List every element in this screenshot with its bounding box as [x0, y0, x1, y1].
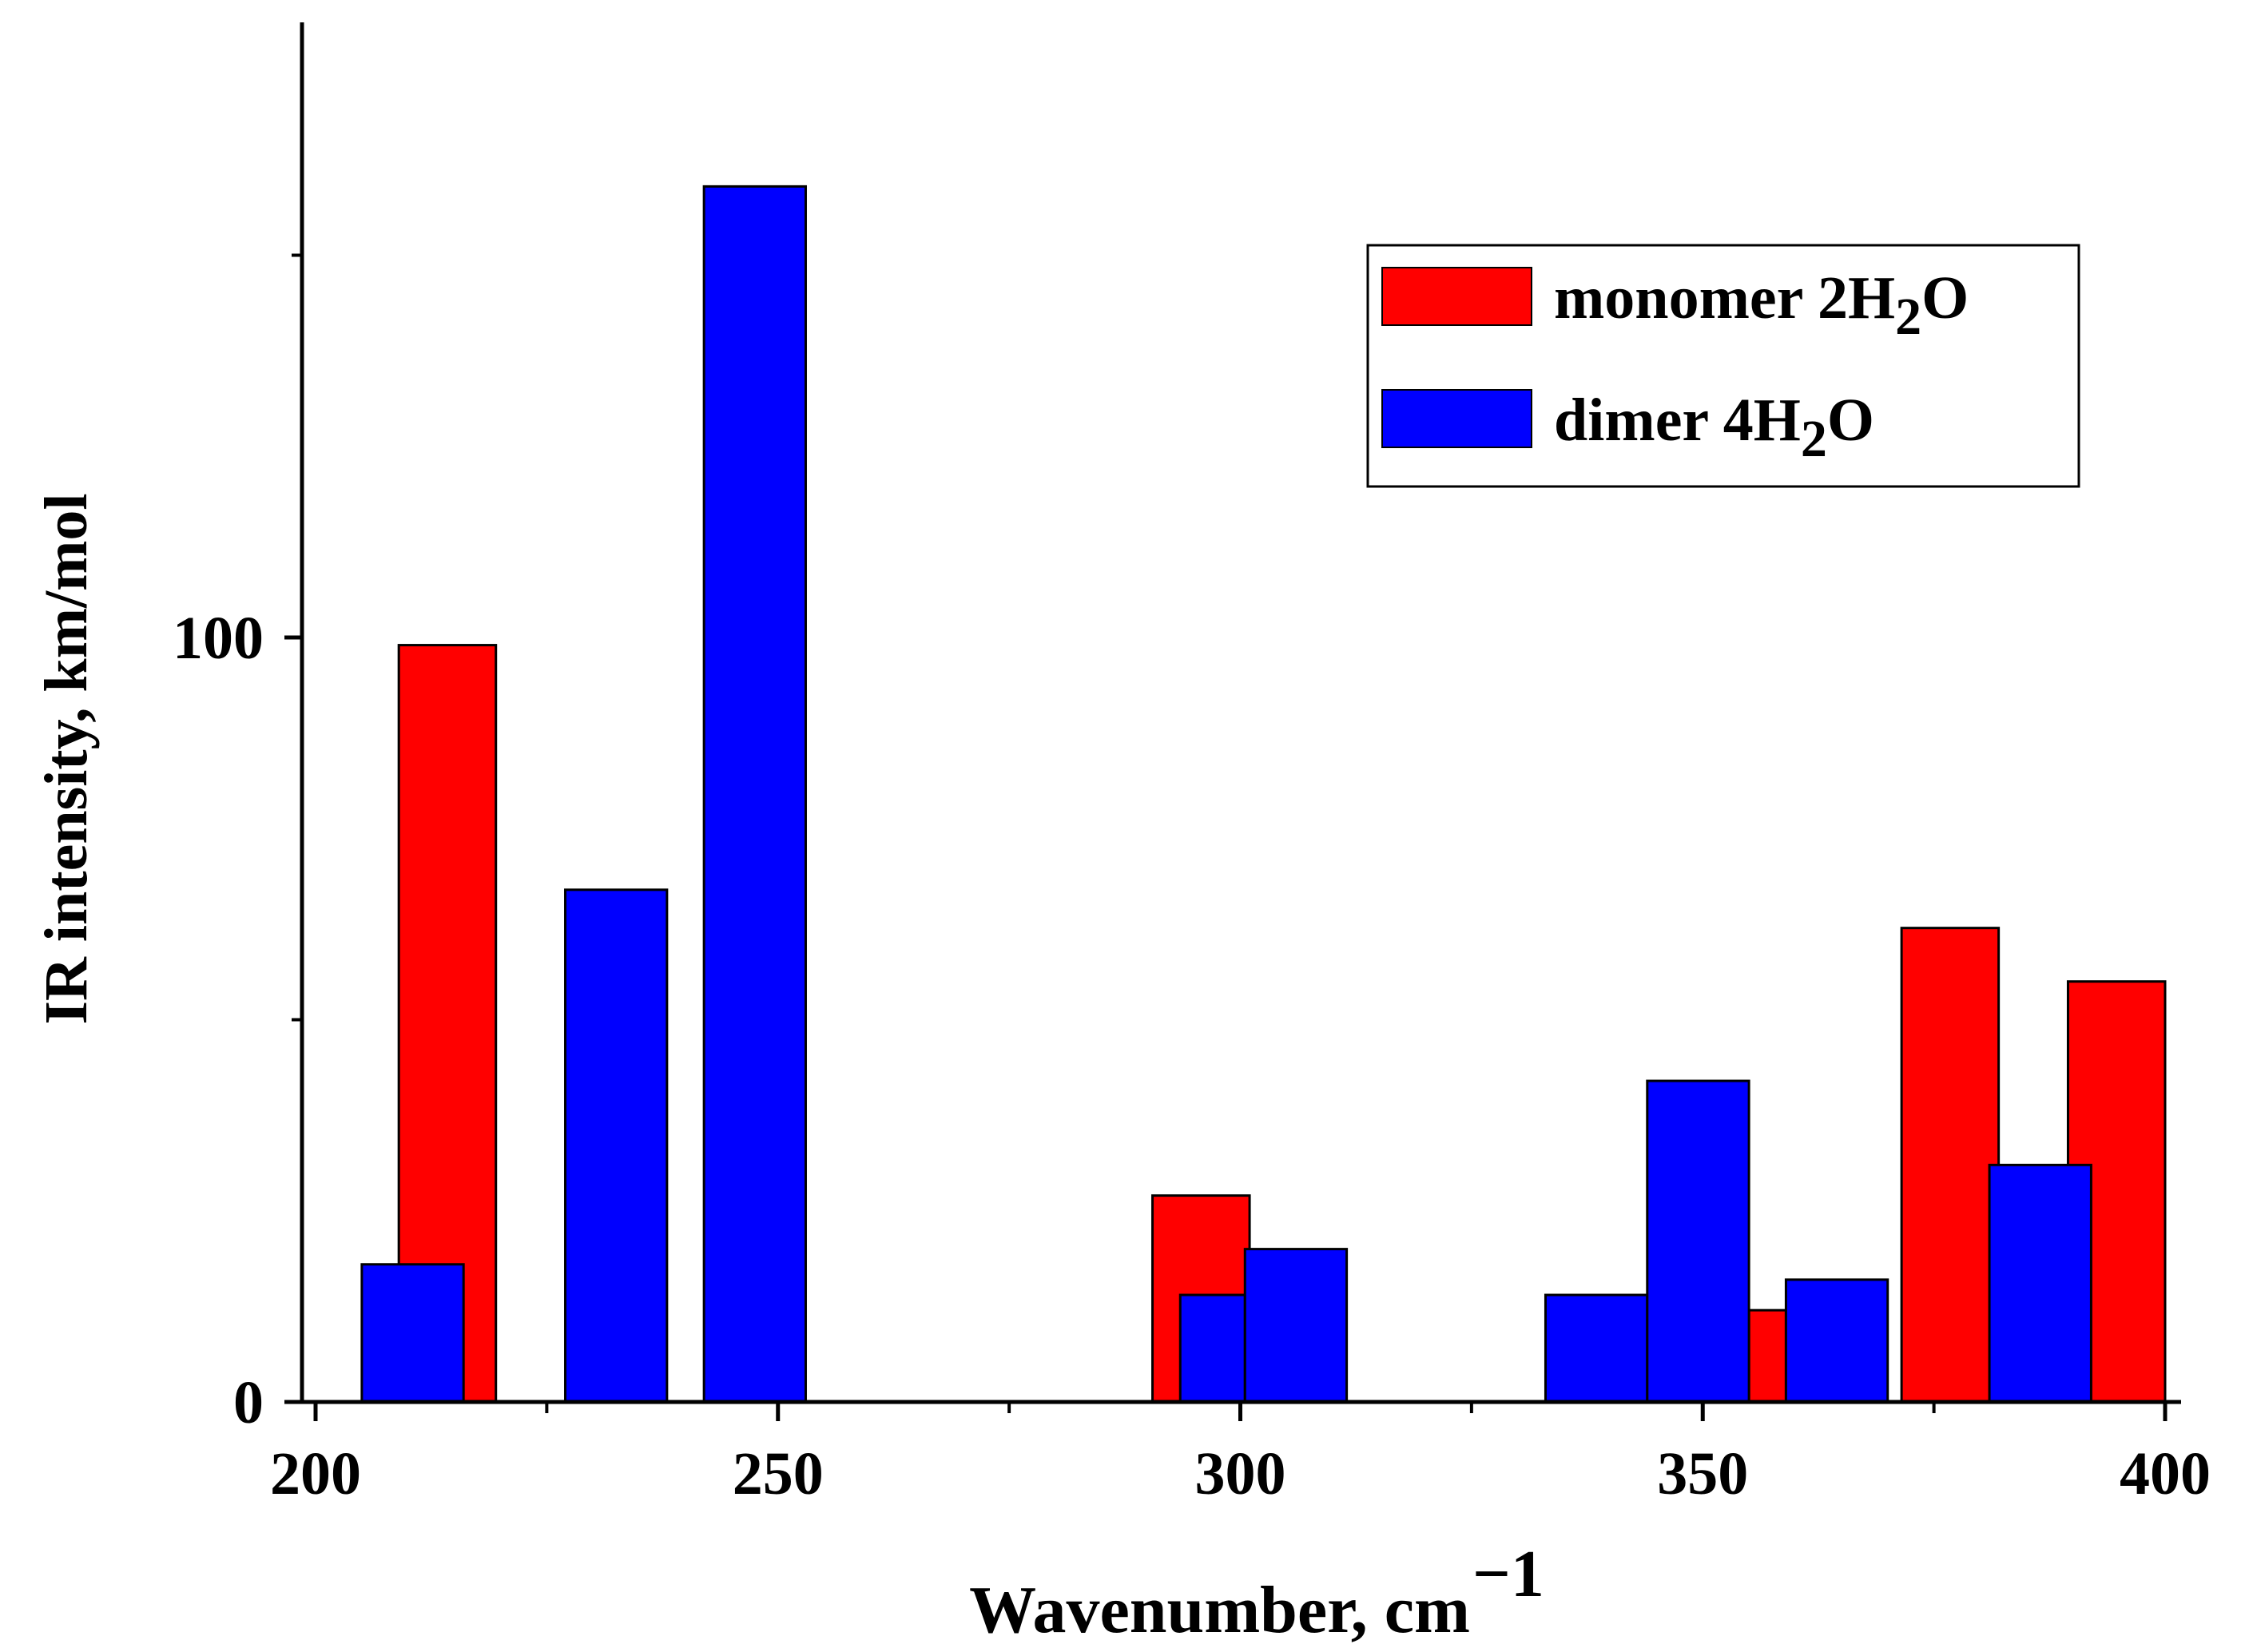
legend: monomer 2H2O dimer 4H2O — [1366, 244, 2080, 488]
bar-dimer-4 — [1243, 1248, 1349, 1404]
x-tick-label-350: 350 — [1657, 1440, 1748, 1507]
ticks-layer: 200 250 300 350 400 0 100 — [173, 253, 2211, 1507]
bar-dimer-5 — [1544, 1293, 1649, 1404]
legend-label-monomer: monomer 2H2O — [1554, 264, 1969, 346]
y-axis-label: IR intensity, km/mol — [33, 493, 100, 1024]
bars-layer — [360, 185, 2167, 1404]
x-tick-label-400: 400 — [2120, 1440, 2211, 1507]
bar-monomer-2 — [1747, 1308, 1787, 1404]
x-tick-label-300: 300 — [1195, 1440, 1286, 1507]
legend-swatch-dimer — [1381, 389, 1532, 448]
legend-label-dimer: dimer 4H2O — [1554, 387, 1874, 468]
x-axis-label-superscript: −1 — [1472, 1537, 1544, 1611]
y-tick-label-0: 0 — [233, 1369, 264, 1436]
y-tick-label-100: 100 — [173, 605, 264, 672]
bar-dimer-6 — [1646, 1079, 1750, 1404]
bar-dimer-1 — [564, 888, 669, 1404]
bar-dimer-2 — [702, 185, 807, 1404]
x-axis-label: Wavenumber, cm — [969, 1573, 1470, 1647]
legend-swatch-monomer — [1381, 267, 1532, 326]
bar-dimer-3 — [1178, 1293, 1246, 1404]
x-tick-label-200: 200 — [270, 1440, 361, 1507]
bar-monomer-3 — [1900, 927, 2001, 1404]
bar-dimer-0 — [360, 1263, 465, 1404]
bar-dimer-8 — [1988, 1163, 2092, 1404]
bar-dimer-7 — [1784, 1278, 1889, 1404]
x-tick-label-250: 250 — [733, 1440, 824, 1507]
